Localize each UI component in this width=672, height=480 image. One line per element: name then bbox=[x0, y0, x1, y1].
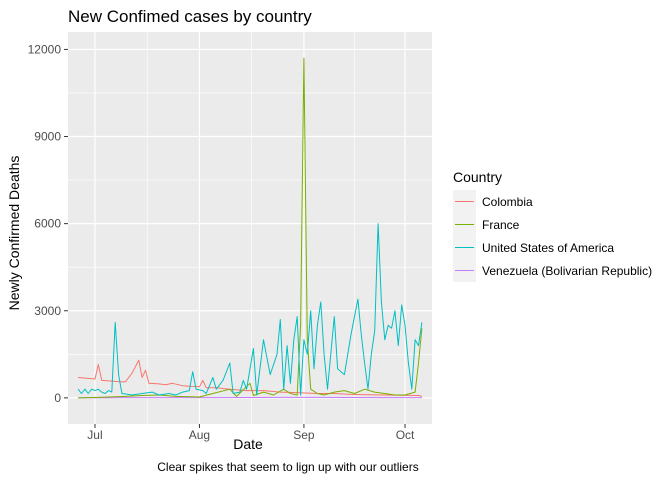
legend-label: Venezuela (Bolivarian Republic) bbox=[482, 264, 652, 278]
major-gridlines bbox=[68, 32, 432, 424]
x-tick-label: Aug bbox=[189, 428, 210, 442]
minor-gridlines bbox=[68, 32, 432, 424]
y-tick-label: 6000 bbox=[34, 217, 61, 231]
x-tick-label: Sep bbox=[293, 428, 315, 442]
y-tick-label: 0 bbox=[54, 391, 61, 405]
y-axis-ticks: 0 3000 6000 9000 12000 bbox=[28, 42, 68, 405]
x-tick-label: Jul bbox=[87, 428, 102, 442]
legend-label: United States of America bbox=[482, 241, 614, 255]
x-tick-label: Oct bbox=[396, 428, 415, 442]
y-tick-label: 9000 bbox=[34, 130, 61, 144]
series-line-united-states-of-america bbox=[77, 223, 423, 396]
legend-label: France bbox=[482, 218, 520, 232]
series-lines bbox=[77, 57, 423, 399]
y-axis-title: Newly Confirmed Deaths bbox=[6, 156, 22, 311]
x-axis-ticks: Jul Aug Sep Oct bbox=[87, 424, 415, 442]
chart-title: New Confimed cases by country bbox=[68, 7, 312, 26]
plot-panel bbox=[68, 32, 432, 424]
y-tick-label: 3000 bbox=[34, 304, 61, 318]
y-tick-label: 12000 bbox=[28, 42, 62, 56]
chart-caption: Clear spikes that seem to lign up with o… bbox=[157, 460, 418, 474]
series-line-colombia bbox=[78, 359, 423, 397]
legend-label: Colombia bbox=[482, 195, 533, 209]
x-axis-title: Date bbox=[233, 436, 263, 452]
legend: Country Colombia France United States of A… bbox=[453, 169, 652, 282]
legend-title: Country bbox=[453, 169, 502, 185]
